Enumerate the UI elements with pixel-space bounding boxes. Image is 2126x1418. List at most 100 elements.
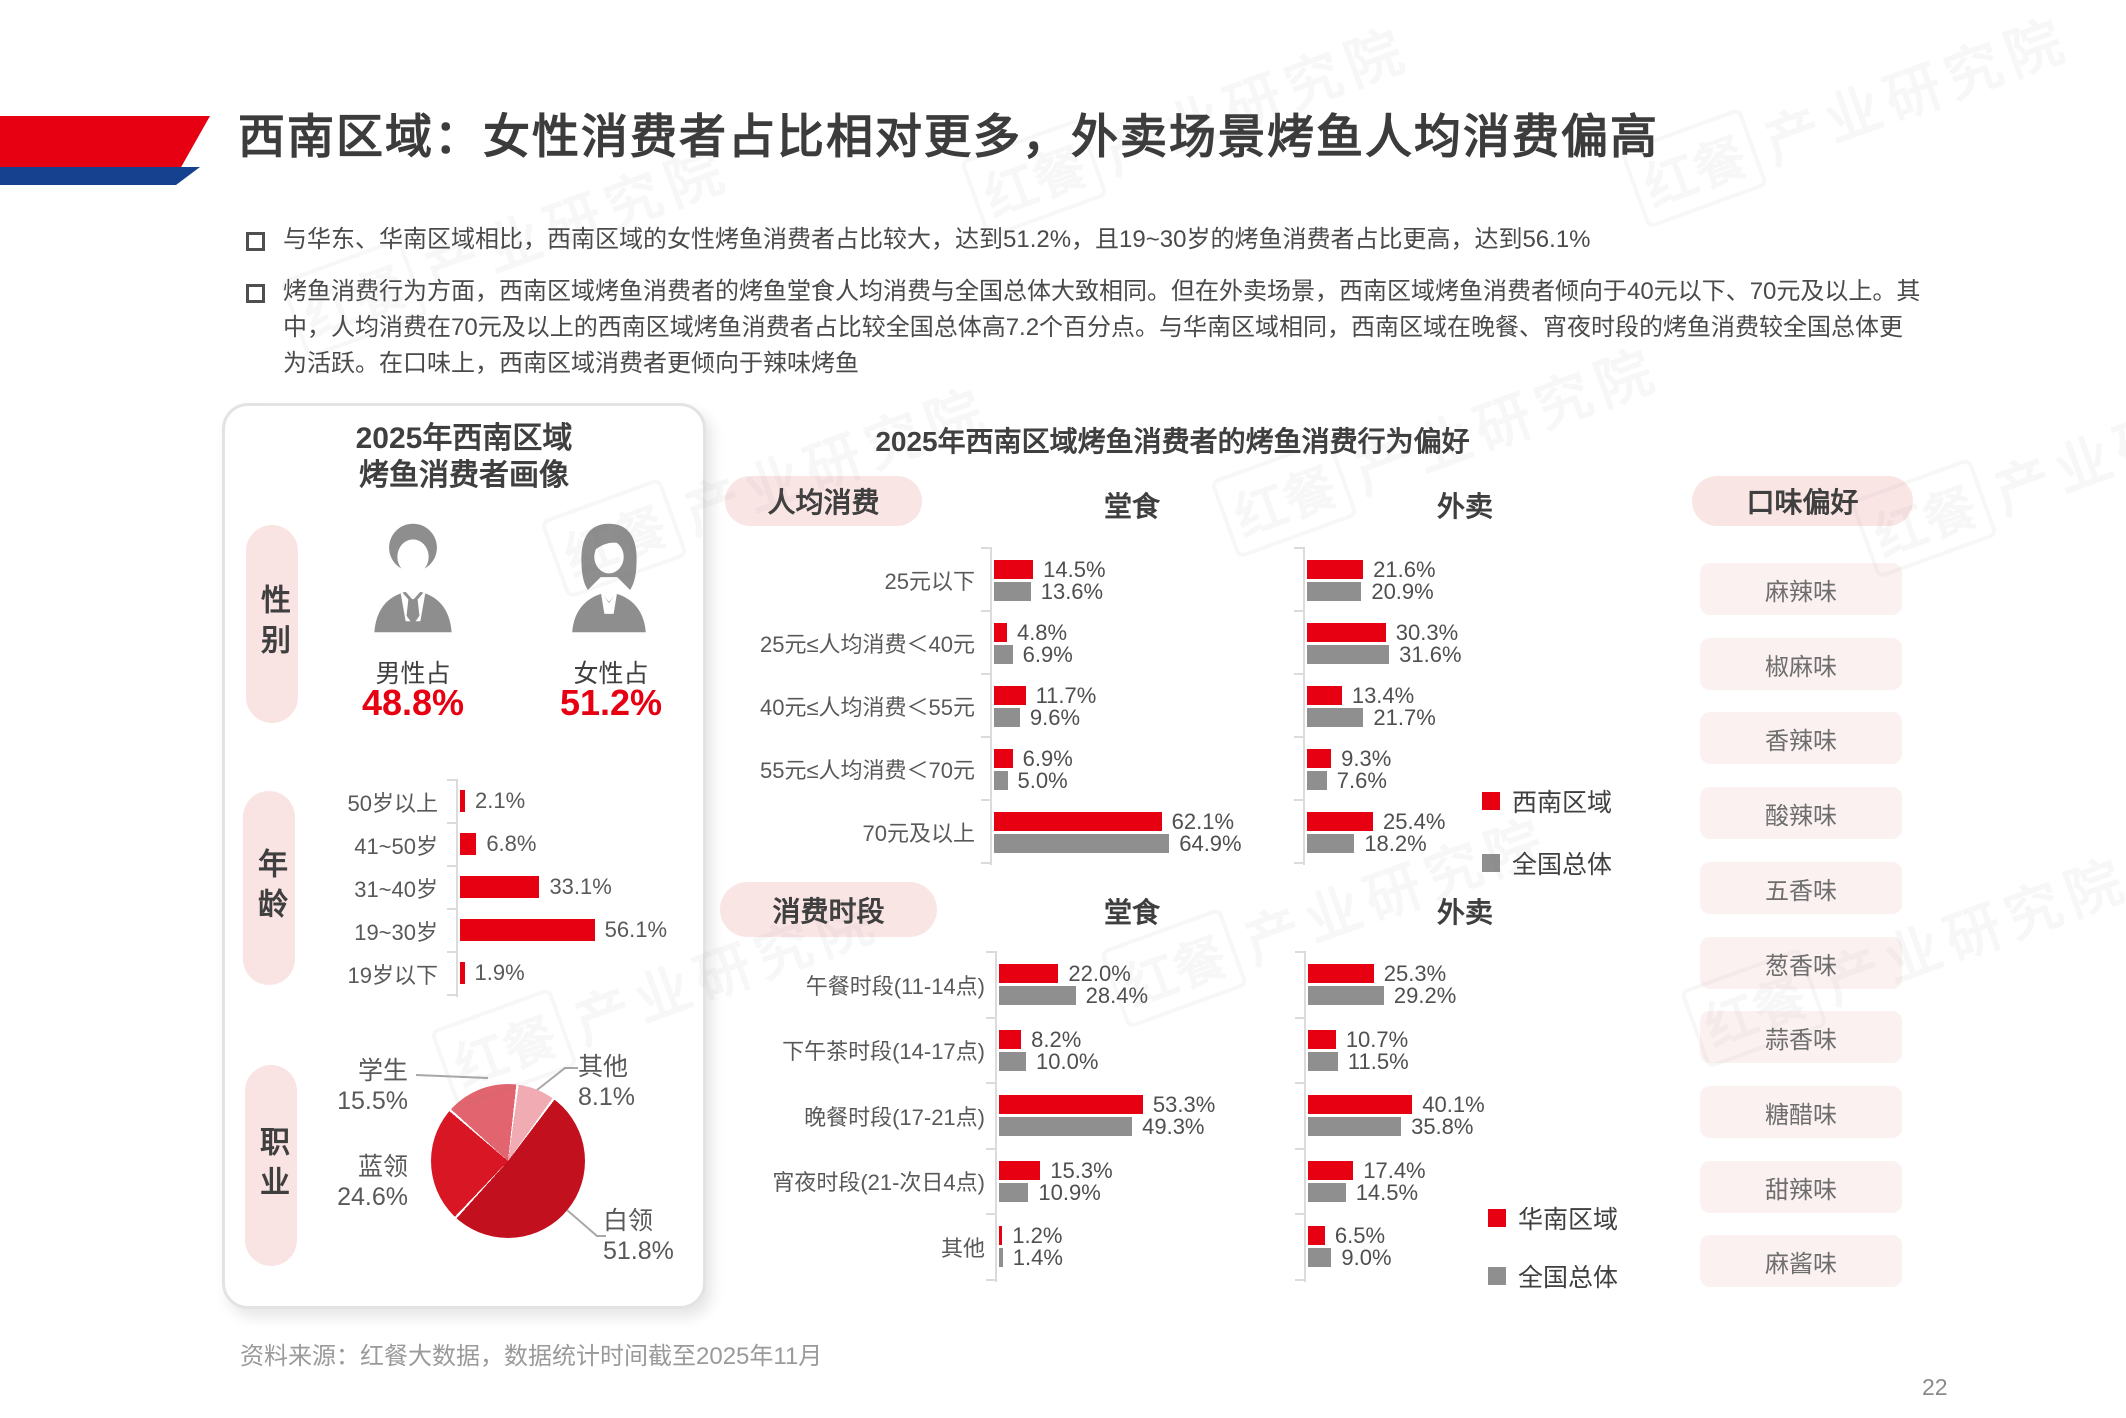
bar-value-label: 9.3%: [1341, 746, 1392, 771]
axis-tick: [447, 908, 458, 910]
region-bar: [994, 749, 1013, 768]
section-pill-age: 年龄: [243, 791, 295, 985]
occupation-pie-chart: [431, 1084, 585, 1238]
pie-slice-value: 15.5%: [337, 1087, 408, 1115]
legend-label: 全国总体: [1512, 851, 1613, 879]
bar-value-label: 9.0%: [1341, 1245, 1392, 1270]
male-share-value: 48.8%: [361, 682, 465, 723]
flavor-item: 椒麻味: [1700, 638, 1902, 690]
axis-tick: [1294, 736, 1305, 738]
daypart-dinein-chart: 22.0% 8.2% 53.3% 15.3% 1.2% 28.4% 10.0% 49.3% 10…: [986, 951, 1312, 1282]
bar-value-label: 20.9%: [1371, 579, 1434, 604]
bar-value-label: 53.3%: [1152, 1092, 1216, 1117]
bar-value-label: 33.1%: [549, 874, 612, 899]
region-bar: [1308, 964, 1374, 983]
flavor-item: 糖醋味: [1700, 1086, 1902, 1138]
category-label: 其他: [940, 1235, 985, 1261]
axis-tick: [986, 1213, 997, 1215]
national-bar: [994, 645, 1013, 664]
page-number: 22: [1922, 1374, 1948, 1400]
axis-tick: [981, 610, 992, 612]
axis-tick: [447, 994, 458, 996]
region-bar: [994, 623, 1007, 642]
male-share-label: 男性占: [375, 660, 451, 688]
legend-label: 华南区域: [1518, 1206, 1619, 1234]
national-bar: [1307, 582, 1362, 601]
profile-card-title: 2025年西南区域 烤鱼消费者画像: [225, 420, 703, 494]
age-bar: [460, 833, 477, 855]
section-pill-occupation: 职业: [245, 1065, 297, 1266]
bar-value-label: 35.8%: [1411, 1114, 1474, 1139]
national-bar: [1308, 1117, 1402, 1136]
national-bar: [1307, 834, 1355, 853]
profile-card-title-line2: 烤鱼消费者画像: [359, 459, 569, 492]
flavor-item: 香辣味: [1700, 712, 1902, 764]
bar-value-label: 17.4%: [1363, 1157, 1426, 1183]
header-decoration-blue: [0, 167, 200, 185]
axis-tick: [981, 799, 992, 801]
region-bar: [994, 686, 1026, 705]
flavor-item: 甜辣味: [1700, 1161, 1902, 1213]
region-bar: [1307, 623, 1386, 642]
bar-value-label: 11.5%: [1347, 1048, 1409, 1074]
category-label: 41~50岁: [354, 833, 438, 859]
spend-dinein-header: 堂食: [1103, 491, 1160, 522]
legend-swatch-red: [1488, 1209, 1506, 1227]
axis-tick: [1295, 1278, 1306, 1281]
bar-value-label: 21.7%: [1373, 705, 1436, 730]
region-bar: [999, 1226, 1003, 1245]
national-bar: [999, 1248, 1003, 1267]
axis-tick: [981, 547, 992, 549]
bar-value-label: 22.0%: [1068, 961, 1131, 986]
pie-label-bluecollar: 蓝领 24.6%: [288, 1152, 408, 1212]
pie-slice-label: 其他: [578, 1053, 629, 1081]
bar-value-label: 40.1%: [1422, 1092, 1485, 1117]
pie-slice-label: 白领: [603, 1207, 654, 1235]
national-bar: [1308, 1051, 1338, 1071]
legend-label: 西南区域: [1512, 789, 1613, 817]
bullet-text: 与华东、华南区域相比，西南区域的女性烤鱼消费者占比较大，达到51.2%，且19~…: [283, 226, 1591, 253]
bar-value-label: 13.6%: [1040, 579, 1104, 604]
bullet-item: 与华东、华南区域相比，西南区域的女性烤鱼消费者占比较大，达到51.2%，且19~…: [246, 222, 1923, 258]
region-bar: [1308, 1226, 1325, 1245]
legend-swatch-gray: [1482, 854, 1500, 872]
bullet-text: 烤鱼消费行为方面，西南区域烤鱼消费者的烤鱼堂食人均消费与全国总体大致相同。但在外…: [283, 278, 1921, 377]
spend-header-label: 人均消费: [767, 487, 880, 518]
axis-tick: [1295, 1213, 1306, 1215]
national-bar: [1308, 1248, 1332, 1267]
region-bar: [999, 1029, 1022, 1049]
watermark-text: 产业研究院: [1756, 6, 2079, 176]
category-label: 50岁以上: [347, 790, 438, 816]
region-bar: [1307, 686, 1342, 705]
axis-tick: [981, 862, 992, 864]
bar-value-label: 30.3%: [1395, 620, 1459, 645]
age-bar: [460, 919, 595, 941]
profile-card-title-line1: 2025年西南区域: [355, 422, 573, 455]
watermark-text: 产业研究院: [1986, 356, 2126, 526]
category-label: 宵夜时段(21-次日4点): [772, 1170, 985, 1196]
category-label: 25元≤人均消费＜40元: [759, 631, 975, 657]
pie-label-whitecollar: 白领 51.8%: [603, 1206, 723, 1266]
axis-tick: [1295, 1016, 1306, 1019]
category-label: 19岁以下: [347, 962, 438, 988]
axis-tick: [986, 1278, 997, 1281]
bar-value-label: 64.9%: [1179, 831, 1242, 856]
national-bar: [994, 834, 1170, 853]
legend-daypart: 华南区域 全国总体: [1488, 1200, 1618, 1294]
flavor-item: 麻辣味: [1700, 563, 1902, 615]
category-label: 55元≤人均消费＜70元: [759, 757, 975, 783]
bar-value-label: 7.6%: [1336, 768, 1387, 793]
flavor-item: 葱香味: [1700, 937, 1902, 989]
spend-takeout-chart: 21.6% 30.3% 13.4% 9.3% 25.4% 20.9% 31.6% 21.7% 7…: [1294, 547, 1635, 865]
age-bar: [460, 876, 540, 898]
bar-value-label: 6.5%: [1334, 1223, 1386, 1248]
flavor-item: 麻酱味: [1700, 1235, 1902, 1287]
bar-value-label: 14.5%: [1043, 557, 1106, 582]
category-label: 晚餐时段(17-21点): [804, 1104, 985, 1130]
bar-value-label: 31.6%: [1399, 642, 1462, 667]
bar-value-label: 14.5%: [1355, 1179, 1419, 1205]
pie-slice-value: 8.1%: [578, 1083, 635, 1111]
axis-tick: [1294, 862, 1305, 864]
daypart-header-label: 消费时段: [772, 895, 885, 927]
